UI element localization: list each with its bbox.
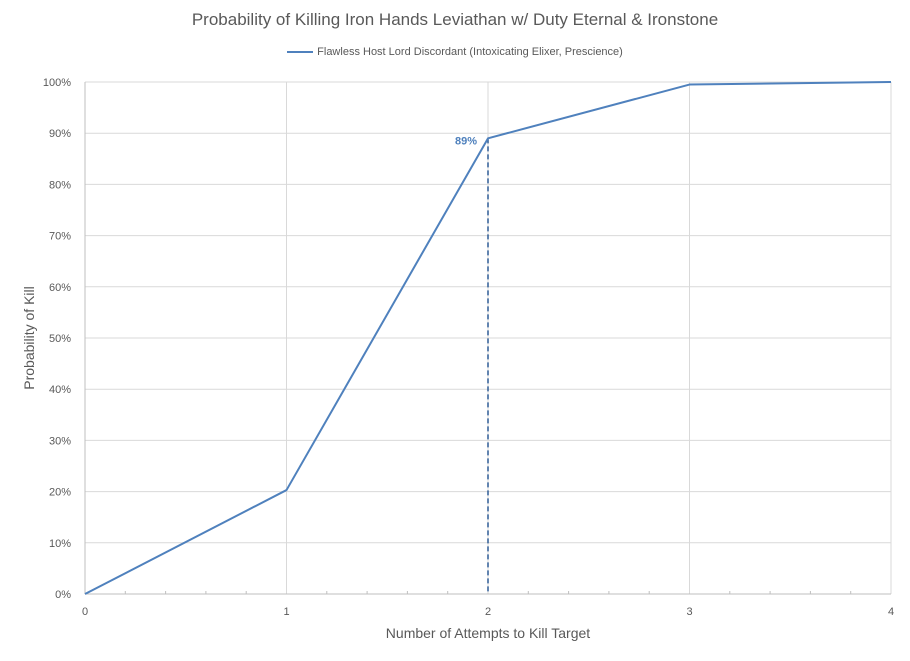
annotation-label: 89% — [455, 135, 477, 147]
y-tick-label: 40% — [49, 384, 71, 396]
legend-swatch — [287, 51, 314, 53]
chart-title: Probability of Killing Iron Hands Leviat… — [191, 10, 719, 29]
y-tick-label: 50% — [49, 333, 71, 345]
y-tick-label: 70% — [49, 231, 71, 243]
x-axis-title: Number of Attempts to Kill Target — [386, 625, 590, 641]
x-tick-label: 2 — [485, 606, 491, 618]
y-tick-label: 80% — [49, 179, 71, 191]
y-tick-label: 30% — [49, 435, 71, 447]
legend-label: Flawless Host Lord Discordant (Intoxicat… — [317, 46, 623, 58]
x-tick-label: 3 — [686, 606, 692, 618]
y-axis-title: Probability of Kill — [21, 286, 37, 390]
x-tick-label: 1 — [283, 606, 289, 618]
y-tick-label: 60% — [49, 282, 71, 294]
y-tick-label: 100% — [43, 77, 71, 89]
x-tick-label: 0 — [82, 606, 88, 618]
y-tick-label: 20% — [49, 487, 71, 499]
y-tick-label: 90% — [49, 128, 71, 140]
y-tick-label: 10% — [49, 538, 71, 550]
legend: Flawless Host Lord Discordant (Intoxicat… — [0, 46, 910, 58]
y-tick-label: 0% — [55, 589, 71, 601]
series-line — [84, 81, 892, 595]
x-tick-label: 4 — [888, 606, 894, 618]
